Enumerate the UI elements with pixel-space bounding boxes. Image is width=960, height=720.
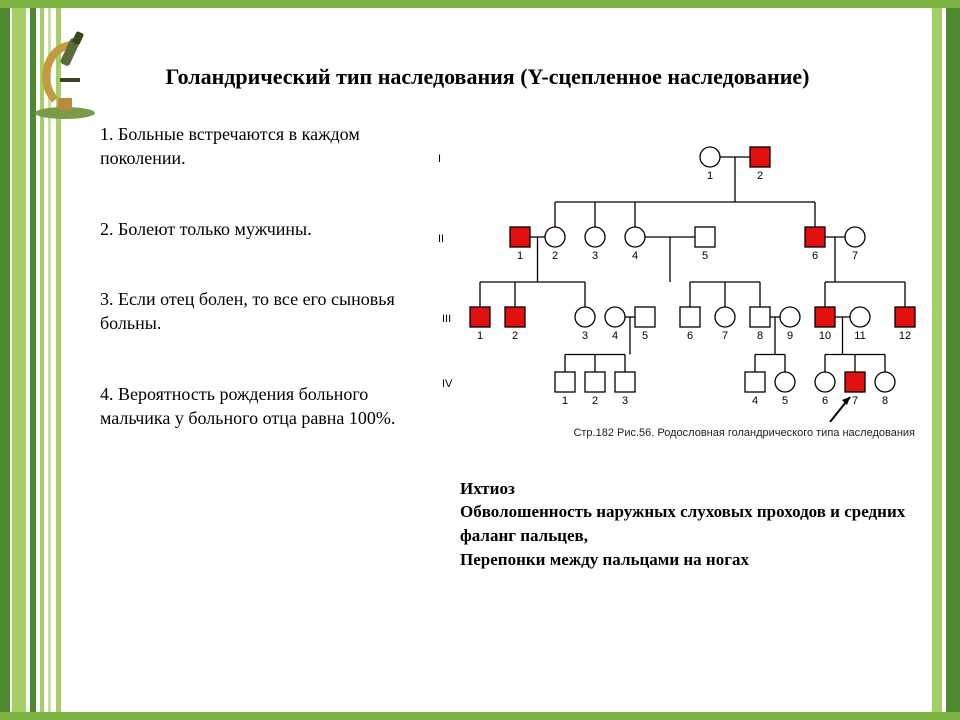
disease-list: Ихтиоз Обволошенность наружных слуховых … bbox=[460, 477, 925, 572]
svg-text:5: 5 bbox=[642, 330, 648, 342]
svg-text:9: 9 bbox=[787, 330, 793, 342]
page-title: Голандрический тип наследования (Y-сцепл… bbox=[130, 62, 845, 92]
microscope-icon bbox=[30, 30, 100, 120]
svg-text:12: 12 bbox=[899, 330, 911, 342]
disease-2: Обволошенность наружных слуховых проходо… bbox=[460, 500, 925, 548]
svg-text:4: 4 bbox=[752, 395, 758, 407]
svg-text:10: 10 bbox=[819, 330, 831, 342]
criterion-2: 2. Болеют только мужчины. bbox=[100, 217, 430, 241]
svg-text:5: 5 bbox=[702, 250, 708, 262]
criterion-3: 3. Если отец болен, то все его сыновья б… bbox=[100, 287, 430, 336]
svg-text:6: 6 bbox=[812, 250, 818, 262]
criteria-list: 1. Больные встречаются в каждом поколени… bbox=[100, 122, 430, 453]
svg-text:3: 3 bbox=[582, 330, 588, 342]
svg-text:7: 7 bbox=[722, 330, 728, 342]
svg-text:4: 4 bbox=[632, 250, 638, 262]
svg-text:3: 3 bbox=[592, 250, 598, 262]
svg-text:2: 2 bbox=[512, 330, 518, 342]
svg-text:1: 1 bbox=[562, 395, 568, 407]
criterion-1: 1. Больные встречаются в каждом поколени… bbox=[100, 122, 430, 171]
svg-text:1: 1 bbox=[517, 250, 523, 262]
svg-text:II: II bbox=[438, 233, 444, 245]
svg-text:7: 7 bbox=[852, 250, 858, 262]
svg-text:7: 7 bbox=[852, 395, 858, 407]
svg-text:8: 8 bbox=[882, 395, 888, 407]
svg-text:I: I bbox=[438, 153, 441, 165]
svg-text:4: 4 bbox=[612, 330, 618, 342]
svg-text:2: 2 bbox=[757, 170, 763, 182]
svg-text:6: 6 bbox=[822, 395, 828, 407]
criterion-4: 4. Вероятность рождения больного мальчик… bbox=[100, 382, 430, 431]
svg-text:III: III bbox=[442, 313, 451, 325]
svg-text:3: 3 bbox=[622, 395, 628, 407]
disease-1: Ихтиоз bbox=[460, 477, 925, 501]
svg-text:2: 2 bbox=[552, 250, 558, 262]
svg-text:11: 11 bbox=[854, 330, 865, 342]
svg-text:8: 8 bbox=[757, 330, 763, 342]
svg-text:1: 1 bbox=[707, 170, 713, 182]
pedigree-chart: IIIIIIIV12123456712345678910111212345678… bbox=[430, 122, 925, 453]
disease-3: Перепонки между пальцами на ногах bbox=[460, 548, 925, 572]
svg-text:1: 1 bbox=[477, 330, 483, 342]
svg-text:5: 5 bbox=[782, 395, 788, 407]
figure-caption: Стр.182 Рис.56. Родословная голандрическ… bbox=[573, 427, 915, 439]
svg-text:2: 2 bbox=[592, 395, 598, 407]
svg-text:IV: IV bbox=[442, 378, 453, 390]
svg-text:6: 6 bbox=[687, 330, 693, 342]
